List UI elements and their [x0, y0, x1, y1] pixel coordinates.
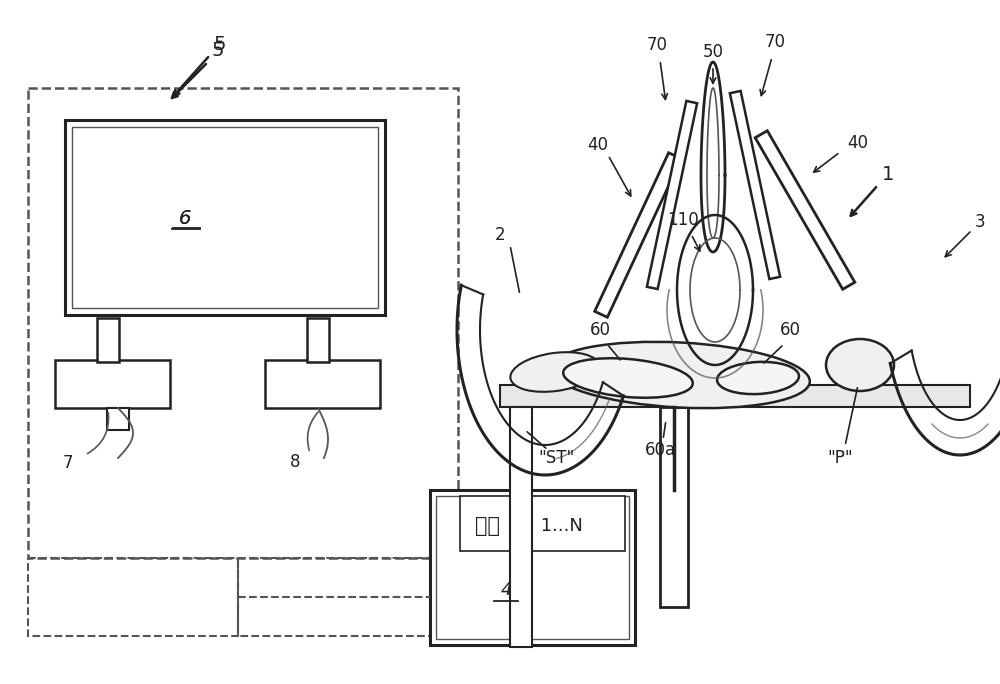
Ellipse shape	[510, 352, 600, 392]
Bar	[500, 385, 970, 407]
Bar	[510, 407, 532, 647]
Text: 1: 1	[882, 166, 894, 185]
Text: 8: 8	[290, 453, 300, 471]
Text: 60a: 60a	[644, 441, 676, 459]
Bar	[307, 318, 329, 362]
Text: "P": "P"	[827, 449, 853, 467]
Bar	[660, 407, 688, 607]
Bar	[97, 318, 119, 362]
Polygon shape	[595, 153, 681, 317]
Bar	[28, 88, 458, 558]
Bar	[65, 120, 385, 315]
Text: 7: 7	[63, 454, 73, 472]
Text: 110: 110	[667, 211, 699, 229]
Bar	[72, 127, 378, 308]
Text: 70: 70	[646, 36, 668, 54]
Polygon shape	[755, 131, 855, 289]
Ellipse shape	[717, 362, 799, 394]
Bar	[28, 558, 238, 636]
Text: 70: 70	[765, 33, 786, 51]
Bar	[430, 490, 635, 645]
Text: 1...N: 1...N	[535, 517, 583, 535]
Text: 40: 40	[588, 136, 608, 154]
Bar	[107, 408, 129, 430]
Text: 5: 5	[212, 40, 224, 60]
Bar	[55, 360, 170, 408]
Text: 马达: 马达	[475, 516, 500, 536]
Bar	[460, 496, 625, 551]
Text: 60: 60	[780, 321, 800, 339]
Text: 5: 5	[214, 36, 226, 55]
Bar	[265, 360, 380, 408]
Text: 4: 4	[500, 581, 512, 599]
Ellipse shape	[563, 358, 693, 398]
Polygon shape	[647, 101, 697, 289]
Ellipse shape	[826, 339, 894, 391]
Text: 6: 6	[179, 209, 191, 228]
Text: 50: 50	[702, 43, 724, 61]
Ellipse shape	[550, 342, 810, 408]
Bar	[436, 496, 629, 639]
Text: 60: 60	[590, 321, 610, 339]
Text: 40: 40	[848, 134, 868, 152]
Polygon shape	[730, 91, 780, 279]
Bar	[238, 558, 458, 636]
Text: 3: 3	[975, 213, 985, 231]
Text: 2: 2	[495, 226, 505, 244]
Text: "ST": "ST"	[538, 449, 574, 467]
Text: 6: 6	[179, 209, 191, 228]
